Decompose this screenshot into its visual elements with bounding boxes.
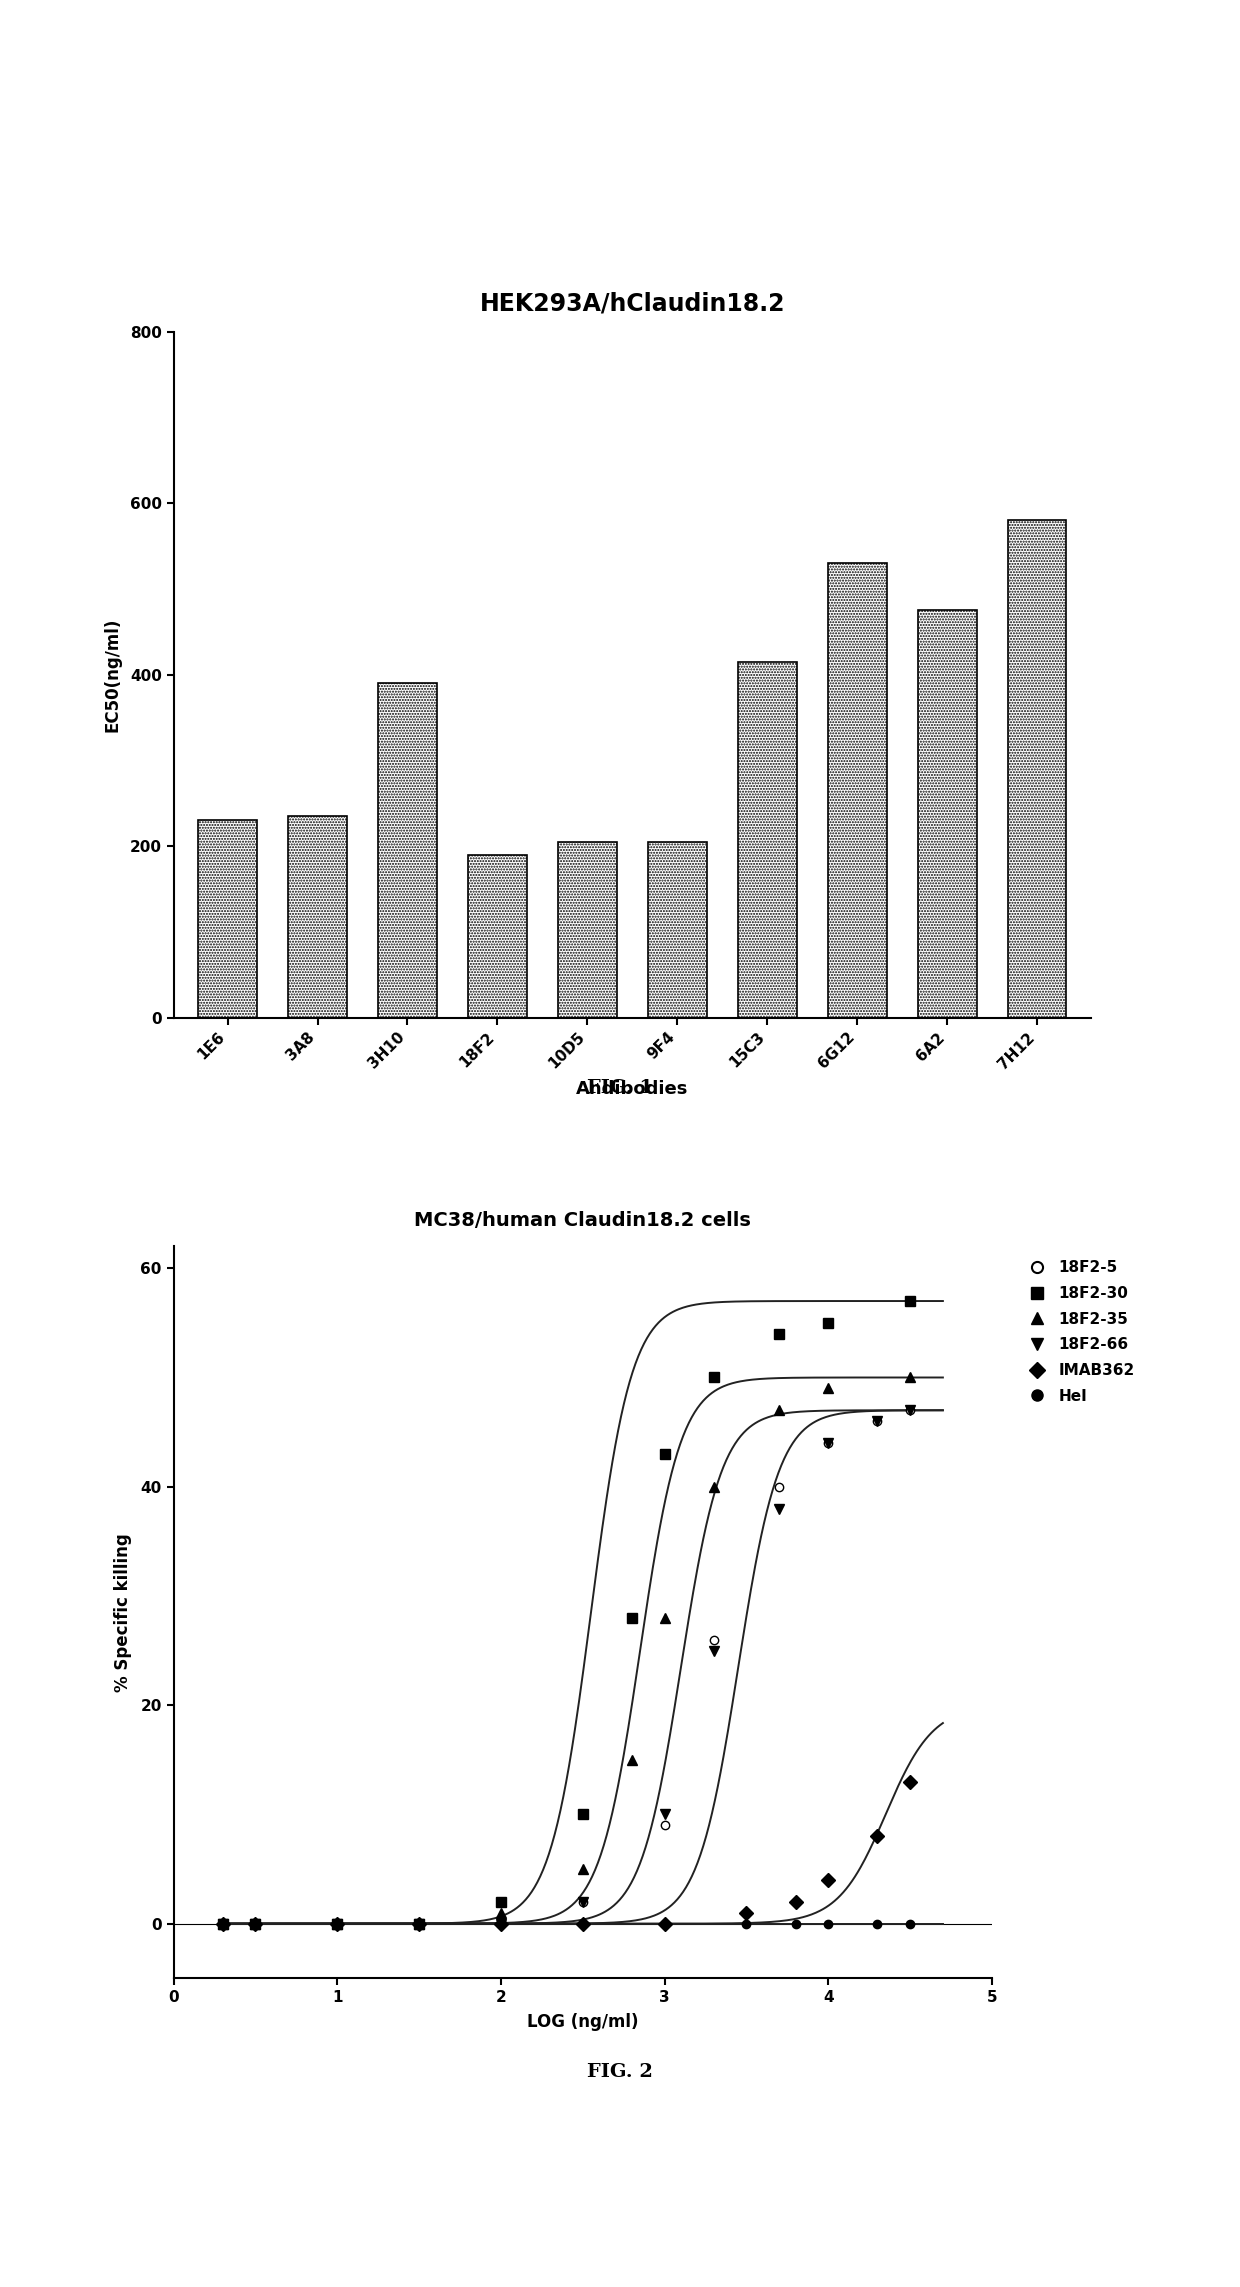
IMAB362 (216, 1910, 231, 1937)
18F2-66 (821, 1429, 836, 1457)
IMAB362 (789, 1889, 804, 1917)
Bar (289, 816, 347, 1018)
18F2-5 (330, 1910, 345, 1937)
18F2-66 (330, 1910, 345, 1937)
18F2-35 (575, 1855, 590, 1882)
18F2-66 (494, 1910, 508, 1937)
IMAB362 (903, 1768, 918, 1795)
18F2-30 (657, 1441, 672, 1468)
18F2-30 (330, 1910, 345, 1937)
18F2-30 (821, 1308, 836, 1336)
18F2-5 (248, 1910, 263, 1937)
18F2-5 (707, 1626, 722, 1654)
18F2-35 (248, 1910, 263, 1937)
Line: 18F2-35: 18F2-35 (218, 1372, 915, 1928)
18F2-5 (216, 1910, 231, 1937)
Bar (469, 855, 527, 1018)
HeI (248, 1910, 263, 1937)
18F2-35 (412, 1910, 427, 1937)
IMAB362 (330, 1910, 345, 1937)
HeI (903, 1910, 918, 1937)
Y-axis label: % Specific killing: % Specific killing (114, 1532, 133, 1692)
18F2-35 (903, 1363, 918, 1390)
Legend: 18F2-5, 18F2-30, 18F2-35, 18F2-66, IMAB362, HeI: 18F2-5, 18F2-30, 18F2-35, 18F2-66, IMAB3… (1016, 1253, 1141, 1409)
HeI (739, 1910, 754, 1937)
18F2-30 (903, 1288, 918, 1315)
Title: HEK293A/hClaudin18.2: HEK293A/hClaudin18.2 (480, 293, 785, 316)
HeI (575, 1910, 590, 1937)
18F2-30 (771, 1320, 786, 1347)
Bar (378, 684, 436, 1018)
18F2-5 (657, 1811, 672, 1839)
Y-axis label: EC50(ng/ml): EC50(ng/ml) (103, 617, 122, 732)
HeI (870, 1910, 885, 1937)
Bar (738, 661, 796, 1018)
18F2-66 (575, 1889, 590, 1917)
Line: 18F2-5: 18F2-5 (218, 1407, 914, 1928)
18F2-35 (657, 1603, 672, 1631)
X-axis label: Andibodies: Andibodies (577, 1079, 688, 1098)
18F2-5 (494, 1910, 508, 1937)
X-axis label: LOG (ng/ml): LOG (ng/ml) (527, 2013, 639, 2031)
Title: MC38/human Claudin18.2 cells: MC38/human Claudin18.2 cells (414, 1210, 751, 1230)
HeI (412, 1910, 427, 1937)
18F2-5 (821, 1429, 836, 1457)
IMAB362 (657, 1910, 672, 1937)
HeI (657, 1910, 672, 1937)
18F2-30 (412, 1910, 427, 1937)
18F2-35 (625, 1745, 640, 1772)
18F2-35 (216, 1910, 231, 1937)
HeI (330, 1910, 345, 1937)
18F2-30 (625, 1603, 640, 1631)
Text: FIG. 2: FIG. 2 (587, 2063, 653, 2081)
18F2-30 (494, 1889, 508, 1917)
Bar (198, 821, 257, 1018)
IMAB362 (739, 1898, 754, 1926)
18F2-66 (248, 1910, 263, 1937)
Bar (918, 611, 977, 1018)
IMAB362 (248, 1910, 263, 1937)
Line: 18F2-66: 18F2-66 (218, 1407, 915, 1928)
18F2-5 (412, 1910, 427, 1937)
Bar (828, 563, 887, 1018)
Bar (649, 842, 707, 1018)
Line: 18F2-30: 18F2-30 (218, 1297, 915, 1928)
18F2-5 (870, 1407, 885, 1434)
18F2-66 (771, 1496, 786, 1523)
HeI (494, 1910, 508, 1937)
IMAB362 (821, 1866, 836, 1894)
18F2-30 (707, 1363, 722, 1390)
18F2-5 (575, 1889, 590, 1917)
IMAB362 (575, 1910, 590, 1937)
IMAB362 (494, 1910, 508, 1937)
18F2-35 (821, 1374, 836, 1402)
Bar (1008, 521, 1066, 1018)
18F2-30 (216, 1910, 231, 1937)
18F2-5 (771, 1473, 786, 1500)
IMAB362 (870, 1823, 885, 1850)
18F2-35 (707, 1473, 722, 1500)
Bar (558, 842, 616, 1018)
Line: HeI: HeI (218, 1919, 914, 1928)
HeI (789, 1910, 804, 1937)
Line: IMAB362: IMAB362 (218, 1777, 915, 1928)
18F2-66 (870, 1407, 885, 1434)
18F2-35 (330, 1910, 345, 1937)
18F2-66 (216, 1910, 231, 1937)
18F2-66 (412, 1910, 427, 1937)
18F2-30 (248, 1910, 263, 1937)
18F2-66 (657, 1800, 672, 1827)
18F2-5 (903, 1397, 918, 1425)
18F2-35 (771, 1397, 786, 1425)
HeI (216, 1910, 231, 1937)
18F2-66 (903, 1397, 918, 1425)
18F2-66 (707, 1637, 722, 1665)
Text: FIG. 1: FIG. 1 (587, 1079, 653, 1098)
18F2-30 (575, 1800, 590, 1827)
HeI (821, 1910, 836, 1937)
18F2-35 (494, 1898, 508, 1926)
IMAB362 (412, 1910, 427, 1937)
